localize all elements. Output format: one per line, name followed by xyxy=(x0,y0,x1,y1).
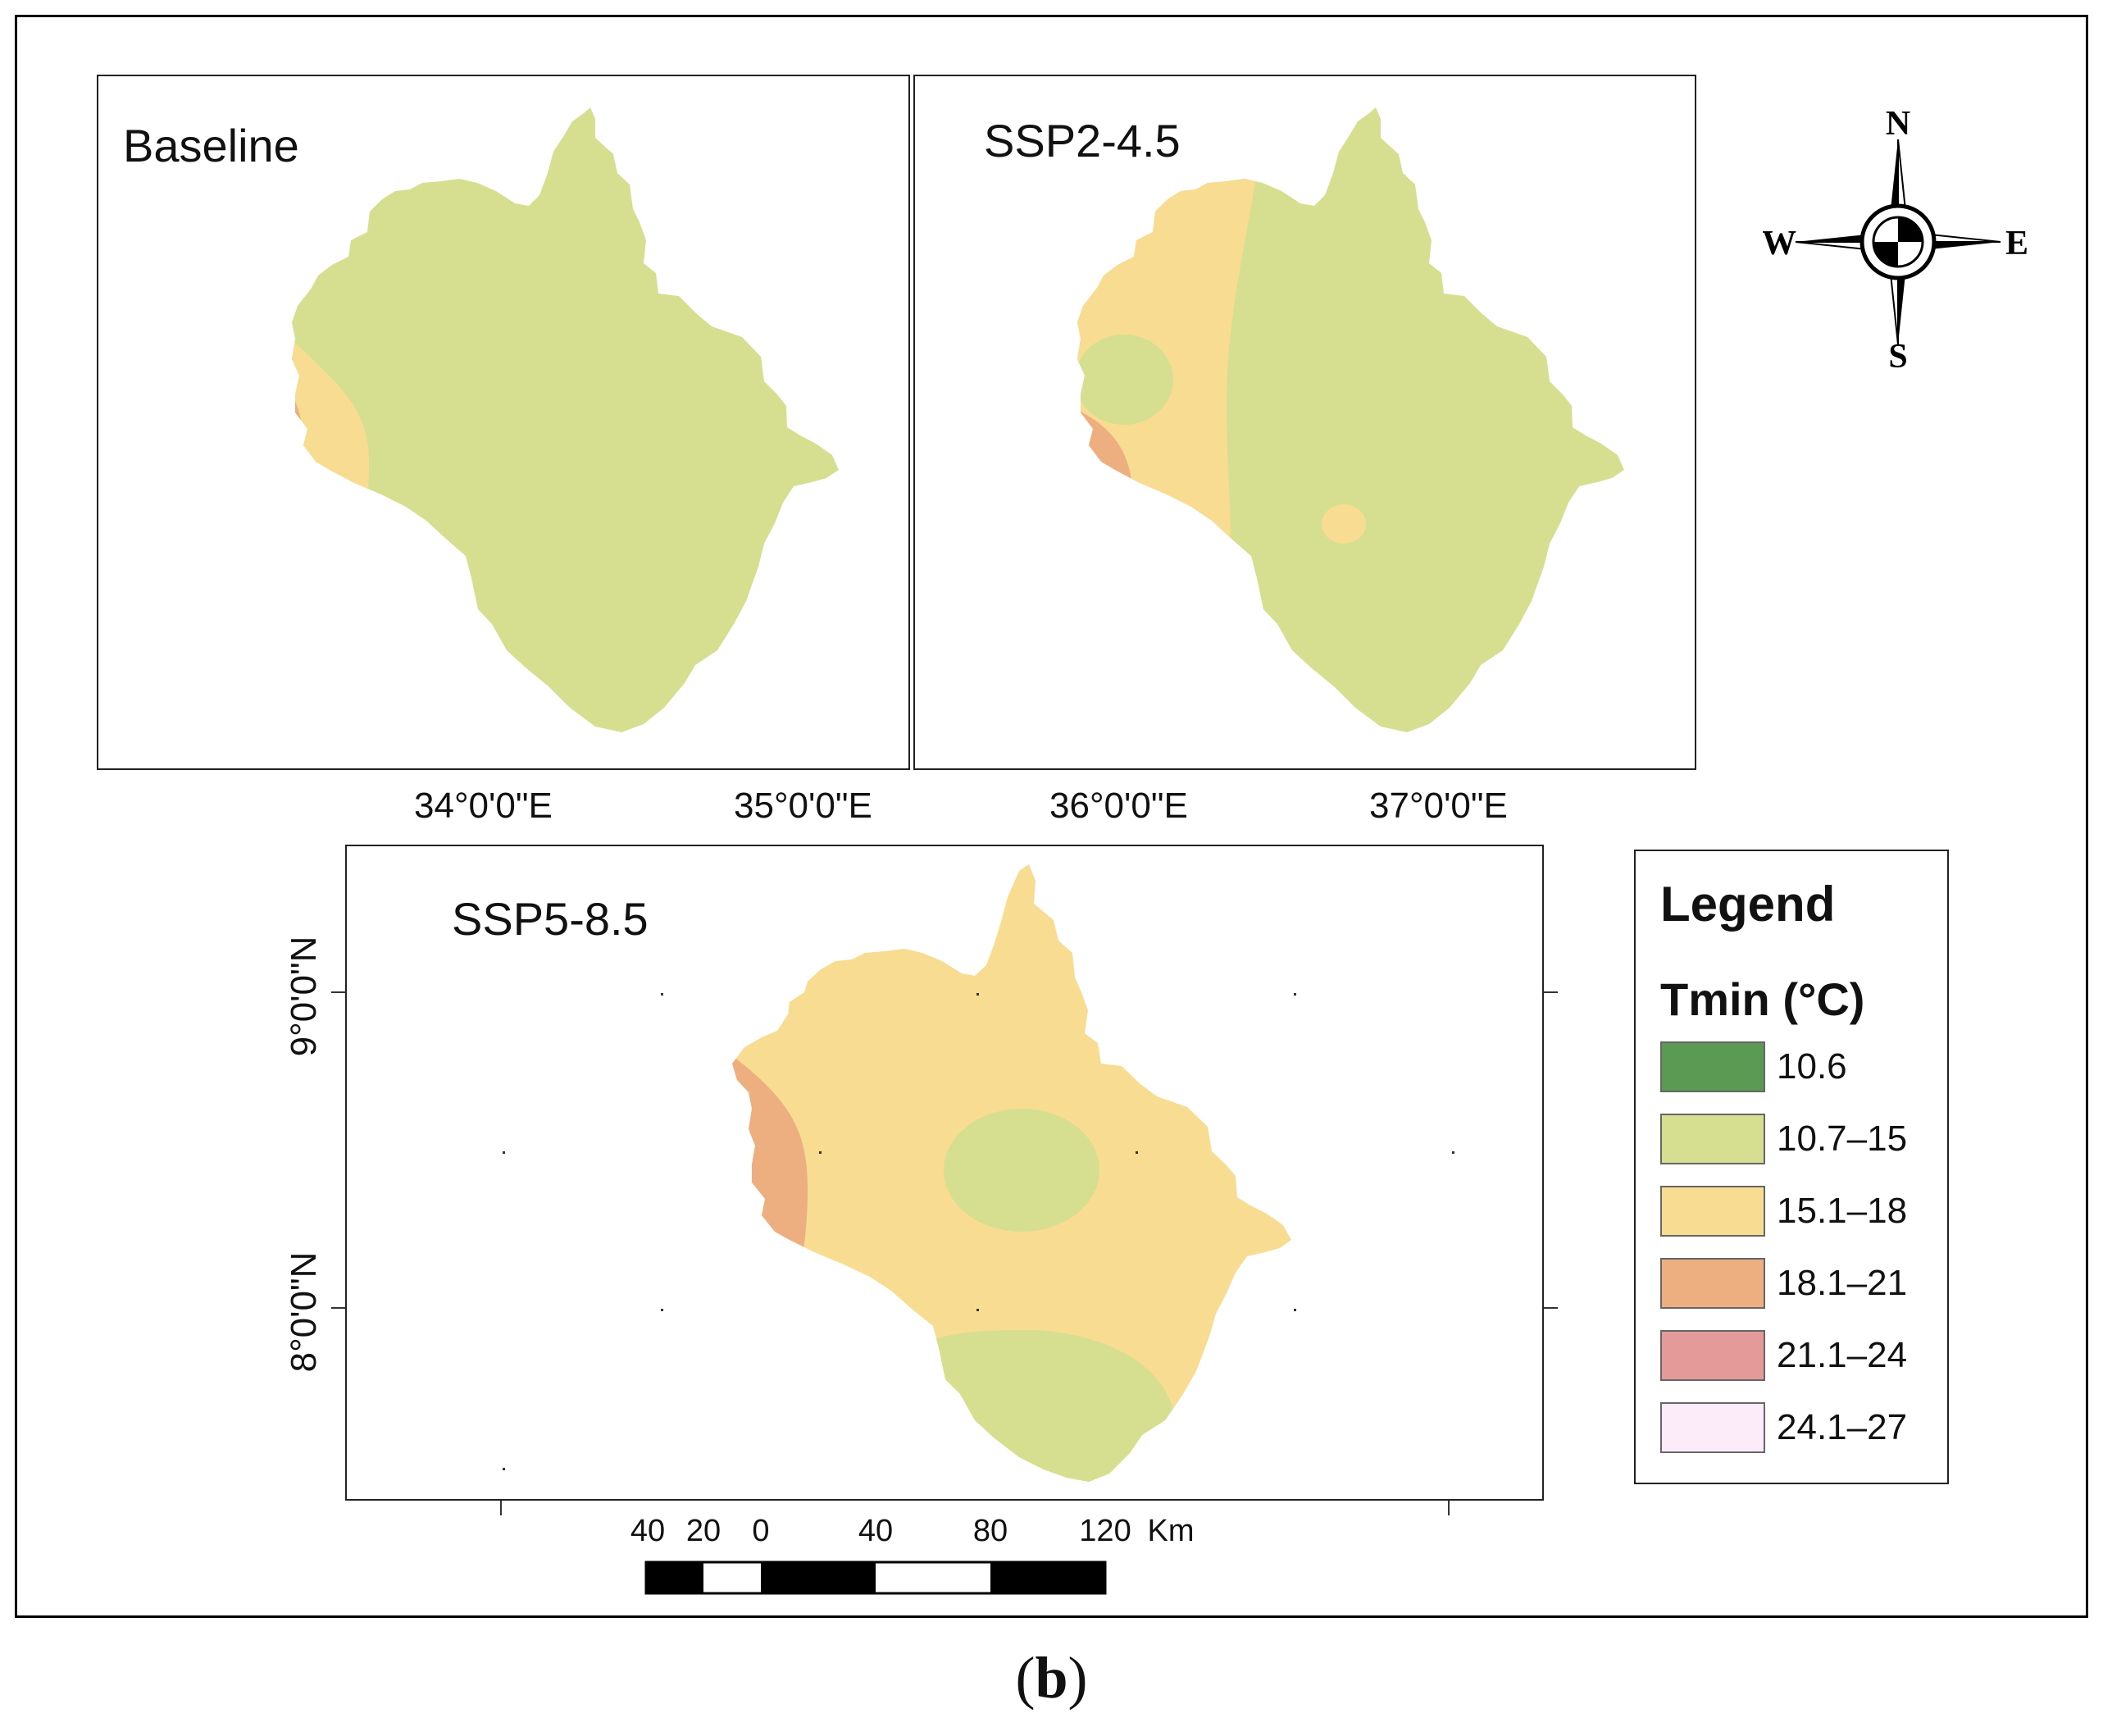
scale-tick: 40 xyxy=(858,1514,894,1548)
caption-paren-close: ) xyxy=(1067,1645,1088,1711)
compass-e: E xyxy=(2005,225,2028,262)
legend-subtitle: Tmin (°C) xyxy=(1660,973,1865,1025)
legend-swatch xyxy=(1660,1258,1765,1309)
ssp2-map xyxy=(1077,107,1624,732)
legend-title: Legend xyxy=(1660,877,1836,932)
legend-item: 24.1–27 xyxy=(1660,1402,1939,1456)
longitude-label: 36°0'0"E xyxy=(1049,786,1188,826)
legend-item: 15.1–18 xyxy=(1660,1186,1939,1240)
legend-label: 18.1–21 xyxy=(1777,1263,1908,1303)
baseline-map xyxy=(292,107,839,732)
legend-item: 21.1–24 xyxy=(1660,1330,1939,1384)
legend-label: 15.1–18 xyxy=(1777,1191,1908,1231)
legend-swatch xyxy=(1660,1330,1765,1381)
north-arrow: N S W E xyxy=(1762,105,2033,377)
legend-label: 24.1–27 xyxy=(1777,1407,1908,1447)
longitude-label: 34°0'0"E xyxy=(414,786,553,826)
compass-w: W xyxy=(1763,225,1796,262)
figure-frame xyxy=(15,15,2088,1618)
panel-title: SSP2-4.5 xyxy=(984,115,1181,166)
legend-label: 10.7–15 xyxy=(1777,1119,1908,1159)
legend-label: 21.1–24 xyxy=(1777,1335,1908,1375)
legend-item: 10.6 xyxy=(1660,1041,1939,1096)
legend-item: 10.7–15 xyxy=(1660,1114,1939,1168)
map-panel-ssp5: SSP5-8.5 xyxy=(345,845,1544,1501)
scale-unit: Km xyxy=(1147,1514,1195,1548)
panel-title: Baseline xyxy=(123,120,299,171)
compass-n: N xyxy=(1886,107,1910,143)
compass-icon: N S W E xyxy=(1762,105,2028,376)
scale-tick: 40 xyxy=(630,1514,666,1548)
longitude-label: 37°0'0"E xyxy=(1369,786,1508,826)
scale-tick: 20 xyxy=(685,1514,721,1548)
legend-swatch xyxy=(1660,1041,1765,1092)
legend-item: 18.1–21 xyxy=(1660,1258,1939,1312)
figure-caption: (b) xyxy=(0,1644,2103,1712)
map-panel-ssp2: SSP2-4.5 xyxy=(913,75,1696,770)
longitude-label: 35°0'0"E xyxy=(734,786,872,826)
caption-paren-open: ( xyxy=(1015,1645,1036,1711)
scale-tick: 80 xyxy=(972,1514,1008,1548)
ssp5-map xyxy=(503,864,1454,1482)
graticule-points xyxy=(503,993,1454,1470)
compass-s: S xyxy=(1888,338,1907,376)
panel-title: SSP5-8.5 xyxy=(452,893,649,945)
legend-swatch xyxy=(1660,1402,1765,1453)
legend-swatch xyxy=(1660,1186,1765,1237)
legend: Legend Tmin (°C) 10.6 10.7–15 15.1–18 18.1–… xyxy=(1634,850,1949,1484)
scale-tick: 120 xyxy=(1079,1514,1131,1548)
legend-label: 10.6 xyxy=(1777,1046,1847,1087)
legend-swatch xyxy=(1660,1114,1765,1164)
scale-tick: 0 xyxy=(752,1514,770,1548)
caption-letter: b xyxy=(1035,1645,1068,1711)
map-panel-baseline: Baseline xyxy=(97,75,910,770)
